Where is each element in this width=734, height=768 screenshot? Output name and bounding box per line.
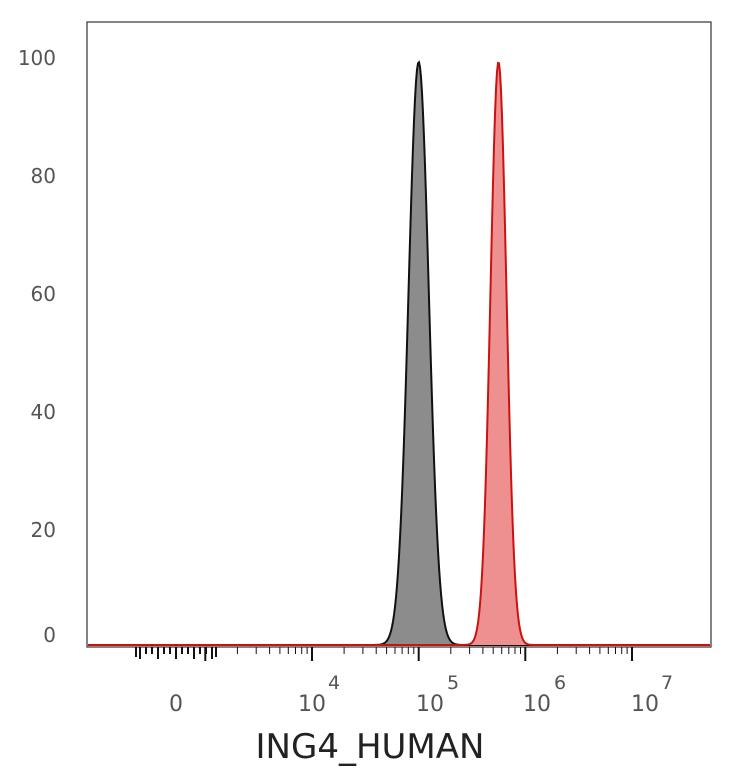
y-tick-label-60: 60 bbox=[31, 282, 56, 306]
y-tick-label-20: 20 bbox=[31, 518, 56, 542]
x-tick-label-0: 0 bbox=[169, 692, 183, 717]
y-tick-label-40: 40 bbox=[31, 400, 56, 424]
plot-frame bbox=[86, 21, 712, 648]
histogram-curves bbox=[88, 60, 710, 646]
x-tick-label-1e5: 10 bbox=[416, 692, 444, 717]
x-axis-label: ING4_HUMAN bbox=[256, 727, 485, 767]
x-tick-exp-1e7: 7 bbox=[661, 672, 673, 694]
x-tick-label-1e7: 10 bbox=[631, 692, 659, 717]
x-axis-ticks bbox=[135, 647, 633, 661]
y-tick-label-80: 80 bbox=[31, 164, 56, 188]
x-tick-label-1e6: 10 bbox=[523, 692, 551, 717]
histogram-outline-1 bbox=[88, 61, 710, 646]
x-tick-label-1e4: 10 bbox=[298, 692, 326, 717]
histogram-outline-0 bbox=[88, 60, 710, 646]
y-tick-label-0: 0 bbox=[43, 623, 56, 647]
y-tick-label-100: 100 bbox=[18, 46, 56, 70]
x-tick-exp-1e5: 5 bbox=[447, 672, 459, 694]
x-tick-exp-1e4: 4 bbox=[328, 672, 340, 694]
x-tick-exp-1e6: 6 bbox=[554, 672, 566, 694]
